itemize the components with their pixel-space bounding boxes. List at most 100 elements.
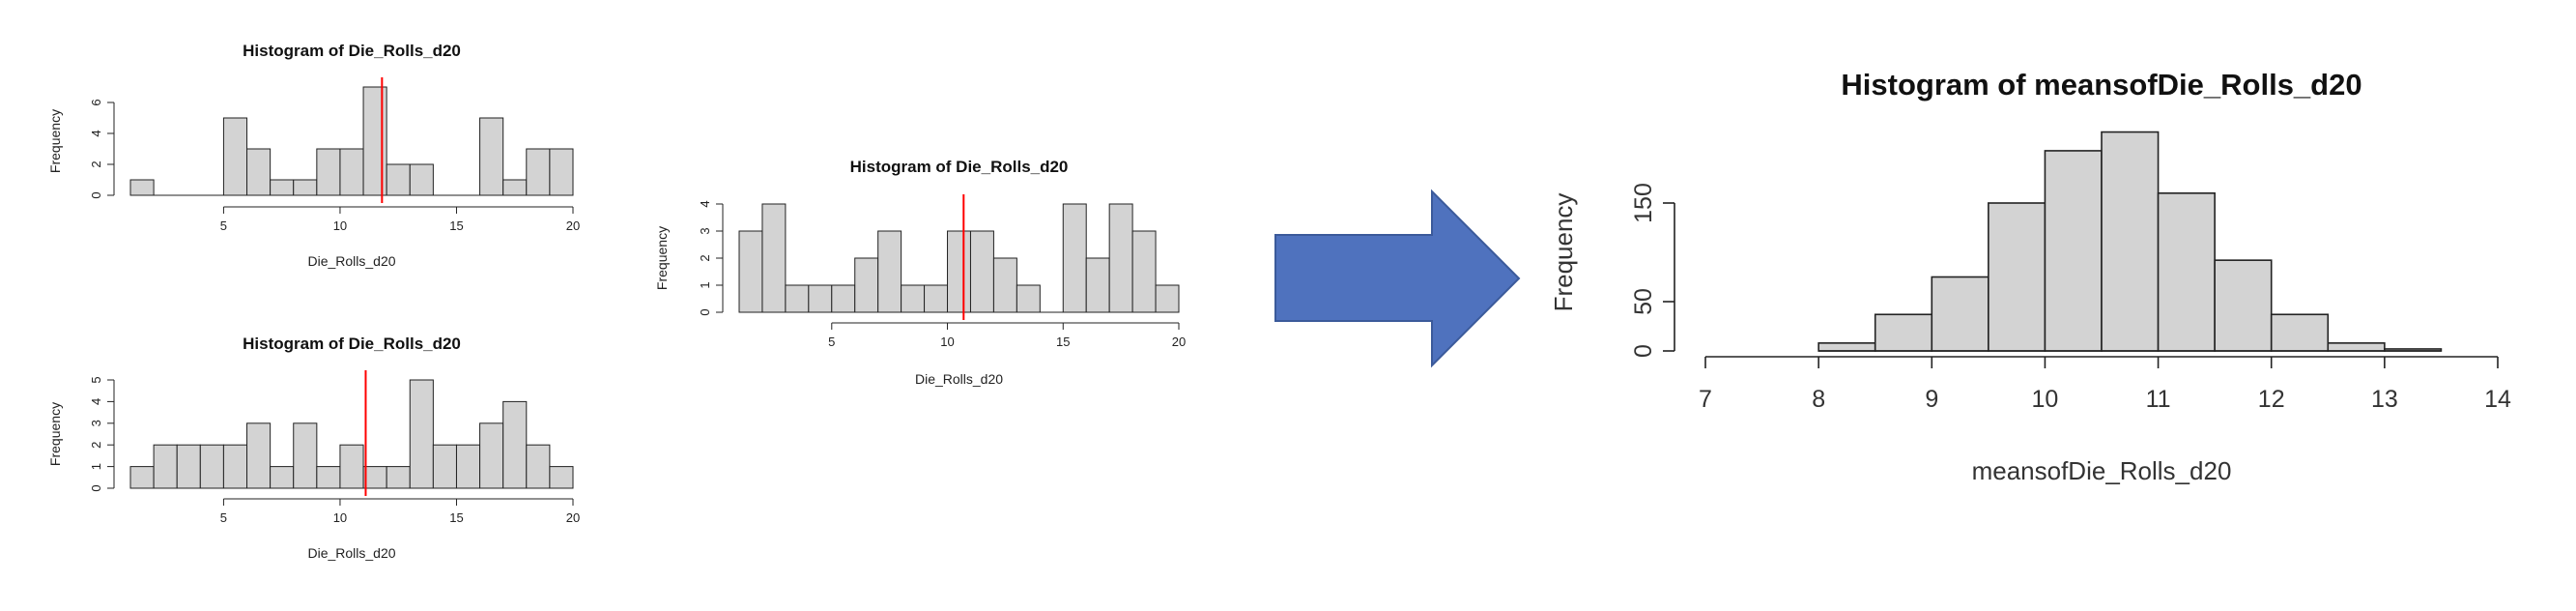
histogram-bar — [2101, 131, 2160, 352]
histogram-bar — [246, 148, 272, 196]
histogram-bar — [222, 117, 248, 196]
histogram-bar — [1085, 257, 1110, 313]
histogram-bar — [455, 444, 481, 489]
histogram-bar — [270, 179, 295, 196]
x-tick-label: 15 — [449, 218, 463, 233]
histogram-bar — [901, 284, 926, 313]
y-tick-label: 2 — [89, 442, 103, 449]
histogram-bar — [199, 444, 224, 489]
x-tick-label: 14 — [2484, 386, 2511, 413]
x-axis-label: Die_Rolls_d20 — [307, 253, 395, 269]
histogram-bar — [409, 163, 434, 196]
x-tick-label: 10 — [940, 335, 954, 349]
histogram-bar — [316, 466, 341, 489]
histogram-bar — [316, 148, 341, 196]
histogram-bar — [293, 422, 318, 489]
y-tick-label: 4 — [89, 398, 103, 405]
histogram-bar — [947, 230, 971, 313]
chart-title: Histogram of Die_Rolls_d20 — [243, 335, 461, 353]
arrow-shape — [1274, 189, 1521, 368]
histogram-bar — [1874, 313, 1933, 352]
x-tick-label: 15 — [449, 510, 463, 525]
histogram-bar — [293, 179, 318, 196]
x-axis-label: meansofDie_Rolls_d20 — [1972, 456, 2232, 485]
x-tick-label: 12 — [2258, 386, 2285, 413]
histogram-bar — [362, 466, 387, 489]
histogram-die-rolls-2: Histogram of Die_Rolls_d20 5 10 15 20 0 1 2 3 4 5 D… — [47, 335, 580, 561]
x-tick-label: 15 — [1056, 335, 1070, 349]
y-tick-label: 4 — [698, 200, 712, 207]
histogram-bar — [549, 148, 574, 196]
x-tick-label: 9 — [1925, 386, 1938, 413]
y-axis-label: Frequency — [47, 109, 63, 173]
histogram-bar — [1016, 284, 1041, 313]
x-tick-label: 13 — [2371, 386, 2398, 413]
y-tick-label: 150 — [1630, 183, 1657, 223]
histogram-bar — [339, 444, 364, 489]
histogram-bar — [362, 86, 387, 196]
y-tick-label: 2 — [89, 160, 103, 167]
histogram-bar — [549, 466, 574, 489]
histogram-die-rolls-3: Histogram of Die_Rolls_d20 5 10 15 20 0 1 2 3 4 Di… — [654, 158, 1186, 387]
y-tick-label: 0 — [1630, 344, 1657, 358]
histogram-bar — [1131, 230, 1157, 313]
histogram-bar — [246, 422, 272, 489]
histogram-bar — [831, 284, 856, 313]
y-tick-label: 0 — [698, 308, 712, 315]
histogram-bar — [2157, 192, 2216, 352]
x-tick-label: 10 — [333, 510, 347, 525]
y-tick-label: 5 — [89, 376, 103, 383]
y-tick-label: 0 — [89, 484, 103, 491]
histogram-bar — [409, 379, 434, 489]
histogram-bar — [808, 284, 833, 313]
histogram-bar — [1931, 276, 1989, 352]
histogram-bar — [479, 422, 504, 489]
histogram-bar — [386, 163, 411, 196]
x-tick-label: 7 — [1699, 386, 1712, 413]
histogram-bar — [738, 230, 763, 313]
x-tick-label: 8 — [1812, 386, 1825, 413]
histogram-bar — [761, 203, 787, 313]
histogram-bar — [386, 466, 411, 489]
histogram-bar — [1155, 284, 1180, 313]
x-tick-label: 10 — [333, 218, 347, 233]
histogram-bar — [339, 148, 364, 196]
histogram-bar — [153, 444, 178, 489]
histogram-bar — [1818, 342, 1876, 352]
histogram-bar — [222, 444, 248, 489]
y-axis-label: Frequency — [1549, 193, 1578, 312]
chart-title: Histogram of meansofDie_Rolls_d20 — [1841, 68, 2361, 102]
x-tick-label: 5 — [220, 218, 227, 233]
histogram-bar — [270, 466, 295, 489]
histogram-die-rolls-1: Histogram of Die_Rolls_d20 5 10 15 20 0 2 4 6 Die… — [47, 42, 580, 269]
histogram-bar — [526, 148, 551, 196]
chart-title: Histogram of Die_Rolls_d20 — [243, 42, 461, 60]
histogram-bar — [129, 179, 155, 196]
y-tick-label: 2 — [698, 254, 712, 261]
histogram-bar — [2327, 342, 2386, 352]
histogram-bar — [502, 400, 528, 489]
y-axis-label: Frequency — [47, 402, 63, 466]
histogram-bar — [479, 117, 504, 196]
x-axis-label: Die_Rolls_d20 — [915, 371, 1003, 387]
y-tick-label: 1 — [89, 463, 103, 470]
y-tick-label: 1 — [698, 281, 712, 288]
x-axis-label: Die_Rolls_d20 — [307, 545, 395, 561]
y-tick-label: 3 — [89, 420, 103, 426]
histogram-bar — [526, 444, 551, 489]
histogram-means-die-rolls: Histogram of meansofDie_Rolls_d20 7 8 9 10 11… — [1549, 68, 2511, 485]
histogram-bar — [129, 466, 155, 489]
right-arrow-icon — [1274, 189, 1521, 368]
histogram-bar — [432, 444, 457, 489]
histogram-bar — [2214, 259, 2273, 352]
x-tick-label: 20 — [566, 510, 580, 525]
histogram-bar — [854, 257, 879, 313]
histogram-bar — [502, 179, 528, 196]
y-tick-label: 50 — [1630, 288, 1657, 315]
x-tick-label: 20 — [1172, 335, 1186, 349]
y-tick-label: 3 — [698, 227, 712, 234]
x-tick-label: 5 — [828, 335, 835, 349]
y-tick-label: 4 — [89, 130, 103, 136]
y-tick-label: 6 — [89, 99, 103, 105]
